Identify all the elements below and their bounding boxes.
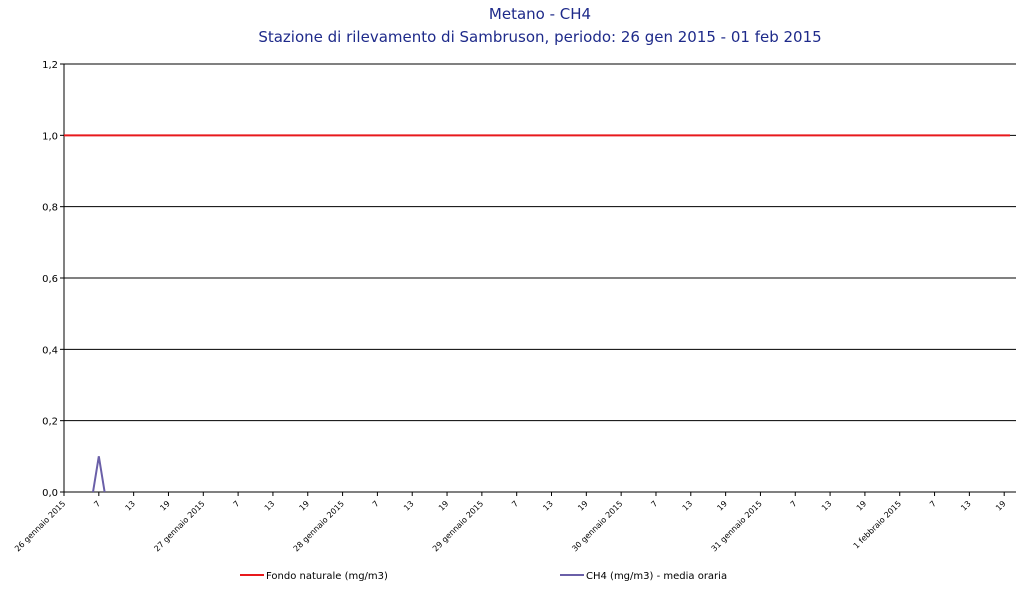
x-tick-label: 7	[789, 499, 799, 509]
x-tick-label: 13	[263, 499, 277, 513]
y-tick-label: 1,0	[42, 131, 58, 142]
legend-label: Fondo naturale (mg/m3)	[266, 571, 388, 582]
x-tick-label: 19	[576, 499, 590, 513]
x-tick-label: 19	[994, 499, 1008, 513]
x-tick-label: 19	[715, 499, 729, 513]
x-tick-label: 13	[959, 499, 973, 513]
x-tick-label: 19	[855, 499, 869, 513]
x-tick-label: 19	[158, 499, 172, 513]
y-tick-label: 1,2	[42, 60, 58, 71]
y-tick-label: 0,4	[42, 345, 58, 356]
y-tick-label: 0,8	[42, 203, 58, 214]
y-tick-label: 0,0	[42, 488, 58, 499]
chart-subtitle: Stazione di rilevamento di Sambruson, pe…	[258, 28, 821, 46]
line-series	[92, 456, 106, 493]
x-tick-label: 26 gennaio 2015	[13, 499, 67, 553]
x-tick-label: 7	[510, 499, 520, 509]
legend-label: CH4 (mg/m3) - media oraria	[586, 571, 727, 582]
x-tick-label: 13	[681, 499, 695, 513]
x-tick-label: 19	[298, 499, 312, 513]
x-tick-label: 13	[123, 499, 137, 513]
x-tick-label: 7	[928, 499, 938, 509]
y-tick-label: 0,2	[42, 417, 58, 428]
x-tick-label: 7	[649, 499, 659, 509]
x-tick-label: 13	[541, 499, 555, 513]
x-tick-label: 7	[371, 499, 381, 509]
chart-title: Metano - CH4	[489, 5, 591, 23]
y-tick-label: 0,6	[42, 274, 58, 285]
x-tick-label: 7	[92, 499, 102, 509]
x-tick-label: 13	[402, 499, 416, 513]
x-tick-label: 19	[437, 499, 451, 513]
x-tick-label: 13	[820, 499, 834, 513]
x-tick-label: 7	[232, 499, 242, 509]
